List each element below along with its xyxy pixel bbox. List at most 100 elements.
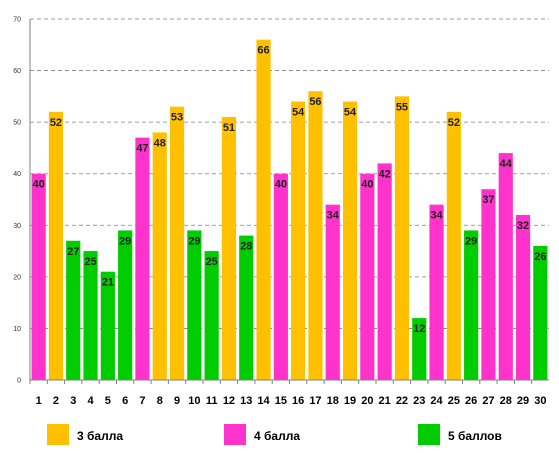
data-label-5: 21: [102, 277, 114, 289]
data-label-23: 12: [413, 323, 425, 335]
y-tick-label-70: 70: [13, 17, 21, 24]
y-tick-label-60: 60: [13, 68, 21, 75]
data-label-20: 40: [361, 179, 373, 191]
bar-11: [204, 251, 219, 380]
x-tick-label-23: 23: [413, 395, 425, 407]
x-tick-label-1: 1: [36, 395, 42, 407]
legend-label-5: 5 баллов: [448, 429, 502, 443]
y-tick-label-30: 30: [13, 223, 21, 230]
data-label-19: 54: [344, 107, 357, 119]
bar-28: [498, 153, 513, 380]
x-tick-label-8: 8: [157, 395, 163, 407]
legend-swatch-3: [47, 424, 69, 445]
bar-10: [187, 230, 202, 380]
legend-label-4: 4 балла: [254, 429, 300, 443]
x-tick-label-20: 20: [361, 395, 373, 407]
x-tick-label-28: 28: [500, 395, 512, 407]
data-label-1: 40: [33, 179, 45, 191]
data-label-26: 29: [465, 235, 477, 247]
data-label-7: 47: [136, 143, 148, 155]
data-label-29: 32: [517, 220, 529, 232]
bar-14: [256, 39, 271, 380]
data-label-22: 55: [396, 101, 408, 113]
bar-9: [169, 106, 185, 381]
x-tick-label-10: 10: [188, 395, 200, 407]
x-tick-label-7: 7: [139, 395, 145, 407]
data-label-27: 37: [482, 194, 494, 206]
data-label-3: 27: [67, 246, 79, 258]
data-label-21: 42: [379, 168, 391, 180]
bar-20: [360, 173, 375, 380]
bar-5: [100, 271, 115, 380]
bar-24: [429, 204, 444, 380]
legend-swatch-4: [224, 424, 246, 445]
legend: 3 балла 4 балла 5 баллов: [47, 424, 502, 445]
x-tick-label-9: 9: [174, 395, 180, 407]
bar-22: [394, 96, 410, 380]
data-label-8: 48: [154, 137, 166, 149]
data-label-2: 52: [50, 117, 62, 129]
bar-4: [83, 251, 98, 380]
x-tick-label-5: 5: [105, 395, 111, 407]
bar-23: [412, 318, 427, 380]
bar-13: [239, 235, 254, 380]
x-tick-label-18: 18: [327, 395, 339, 407]
bar-25: [446, 111, 461, 380]
legend-label-3: 3 балла: [77, 429, 123, 443]
x-tick-label-14: 14: [257, 395, 270, 407]
data-label-4: 25: [84, 256, 96, 268]
x-tick-label-25: 25: [448, 395, 460, 407]
bar-3: [66, 240, 81, 380]
x-tick-label-22: 22: [396, 395, 408, 407]
data-label-10: 29: [188, 235, 200, 247]
x-tick-label-3: 3: [70, 395, 76, 407]
bar-1: [31, 173, 46, 380]
gridlines: [30, 18, 549, 329]
data-label-15: 40: [275, 179, 287, 191]
bar-12: [221, 116, 237, 380]
bar-27: [481, 189, 496, 380]
data-label-18: 34: [327, 210, 340, 222]
data-label-11: 25: [206, 256, 218, 268]
data-label-16: 54: [292, 107, 305, 119]
bar-19: [342, 101, 358, 380]
x-tick-label-15: 15: [275, 395, 287, 407]
bar-16: [291, 101, 306, 380]
x-tick-label-2: 2: [53, 395, 59, 407]
data-label-9: 53: [171, 112, 183, 124]
bars: [31, 39, 548, 381]
y-tick-label-40: 40: [13, 171, 21, 178]
x-tick-label-26: 26: [465, 395, 477, 407]
x-tick-label-17: 17: [309, 395, 321, 407]
x-tick-label-6: 6: [122, 395, 128, 407]
x-tick-label-13: 13: [240, 395, 252, 407]
data-label-24: 34: [430, 210, 443, 222]
bar-7: [135, 137, 150, 380]
data-label-30: 26: [534, 251, 546, 263]
x-tick-label-30: 30: [534, 395, 546, 407]
data-label-17: 56: [309, 96, 321, 108]
y-tick-label-10: 10: [13, 326, 21, 333]
y-axis: 0 10 20 30 40 50 60 70: [13, 17, 31, 385]
data-label-13: 28: [240, 241, 252, 253]
bar-8: [152, 132, 167, 380]
x-axis: 1 2 3 4 5 6 7 8 9 10 11 12 13 14 15 16 17 18 19 20 21 22 23 24 2…: [29, 379, 549, 407]
x-tick-label-12: 12: [223, 395, 235, 407]
bar-29: [515, 214, 531, 380]
data-label-28: 44: [500, 158, 513, 170]
x-tick-label-11: 11: [206, 395, 218, 407]
x-tick-label-19: 19: [344, 395, 356, 407]
legend-swatch-5: [418, 424, 440, 445]
x-tick-label-27: 27: [482, 395, 494, 407]
x-tick-label-29: 29: [517, 395, 529, 407]
y-tick-label-50: 50: [13, 120, 21, 127]
x-tick-label-21: 21: [379, 395, 391, 407]
bar-15: [273, 173, 288, 380]
y-tick-label-0: 0: [17, 378, 21, 385]
bar-2: [48, 111, 64, 380]
bar-21: [377, 163, 392, 380]
bar-26: [464, 230, 479, 380]
x-tick-label-16: 16: [292, 395, 304, 407]
x-tick-label-4: 4: [87, 395, 94, 407]
